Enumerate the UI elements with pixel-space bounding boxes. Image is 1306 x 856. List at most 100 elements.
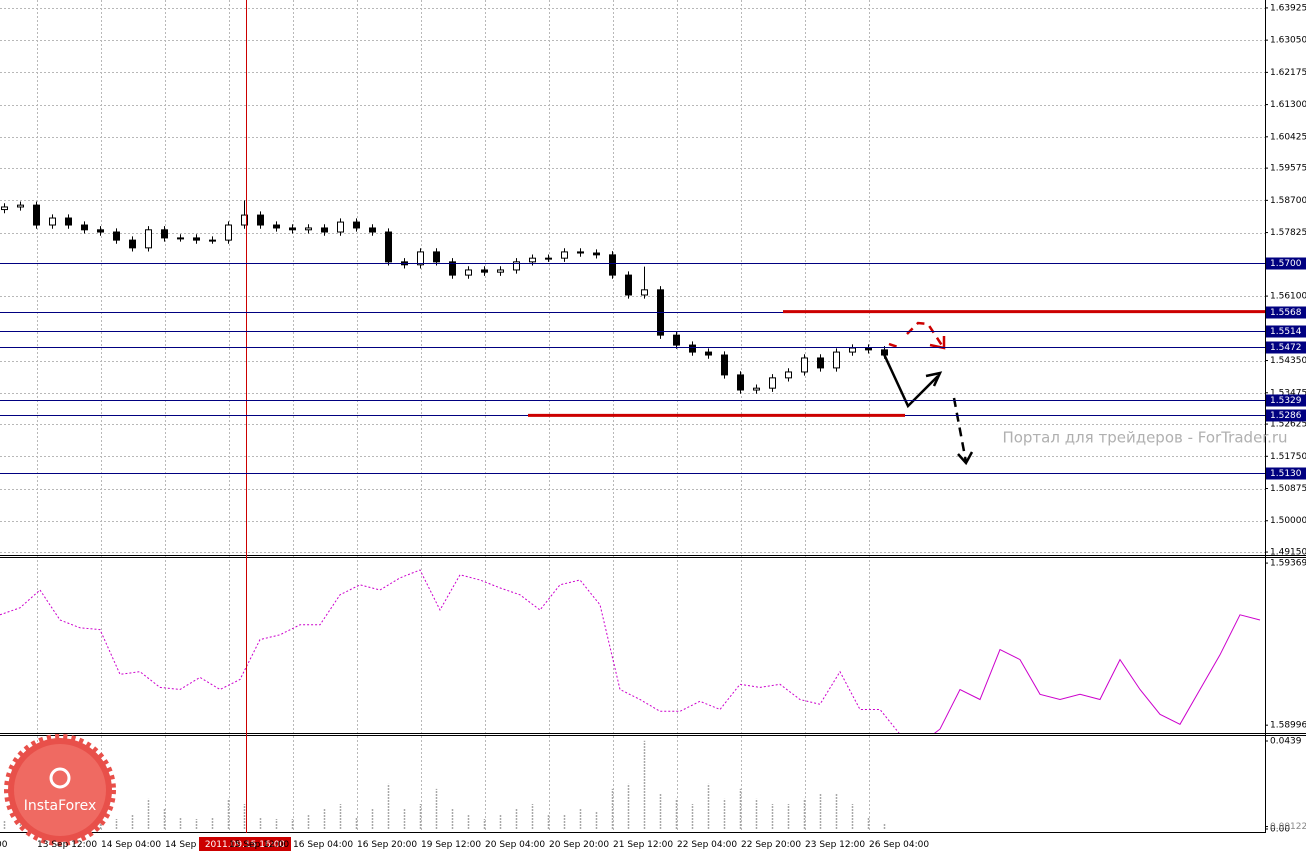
candle-body — [449, 261, 456, 276]
crosshair-label-box — [199, 837, 291, 851]
candle-body — [817, 357, 824, 369]
y-tick-label: 1.49150 — [1270, 548, 1306, 558]
candle-body — [673, 334, 680, 346]
y-tick-label: 1.63925 — [1270, 3, 1306, 13]
x-tick-label: 13 Sep 12:00 — [37, 840, 97, 850]
x-tick-label: 22 Sep 20:00 — [741, 840, 801, 850]
candle-body — [625, 274, 632, 296]
logo-badge — [14, 744, 106, 836]
price-panel — [0, 8, 1265, 553]
candle-body — [689, 344, 696, 353]
candle-body — [17, 204, 24, 208]
x-tick-label: 19 Sep 12:00 — [421, 840, 481, 850]
y-tick-label: 1.60425 — [1270, 132, 1306, 142]
candle-body — [1, 206, 8, 211]
watermark: Портал для трейдеров - ForTrader.ru — [1002, 429, 1287, 447]
candle-body — [145, 229, 152, 249]
candle-body — [785, 371, 792, 379]
x-tick-label: 15 Sep 12:00 — [229, 840, 289, 850]
x-tick-label: 23 Sep 12:00 — [805, 840, 865, 850]
candle-body — [161, 229, 168, 239]
candle-body — [721, 354, 728, 376]
x-tick-label: 21 Sep 12:00 — [613, 840, 673, 850]
x-tick-label: 20 Sep 20:00 — [549, 840, 609, 850]
level-label: 1.5568 — [1270, 308, 1302, 318]
x-tick-label: 26 Sep 04:00 — [869, 840, 929, 850]
candle-body — [225, 224, 232, 241]
candle-body — [561, 251, 568, 259]
indicator-panel — [0, 569, 1261, 733]
arrow — [881, 351, 939, 409]
candle-body — [865, 347, 872, 351]
candle-body — [289, 227, 296, 231]
forecast-arrows — [881, 321, 974, 466]
candle-body — [33, 204, 40, 226]
candle-body — [609, 254, 616, 276]
candle-body — [257, 214, 264, 226]
x-tick-label: 14 Sep — [165, 840, 197, 850]
candle-body — [49, 217, 56, 226]
indicator-line — [0, 569, 900, 733]
level-label: 1.5329 — [1270, 396, 1302, 406]
candle-body — [641, 289, 648, 296]
candle-body — [833, 351, 840, 369]
y-tick-label: 1.51750 — [1270, 452, 1306, 462]
candle-body — [577, 251, 584, 254]
y-tick-label: 1.59369 — [1270, 559, 1306, 569]
level-label: 1.5700 — [1270, 259, 1302, 269]
candle-body — [481, 269, 488, 273]
candle-body — [417, 251, 424, 266]
candle-body — [801, 357, 808, 373]
arrow-head — [957, 451, 974, 466]
y-tick-label: 1.54350 — [1270, 356, 1306, 366]
y-tick-label: 1.59575 — [1270, 164, 1306, 174]
candle-body — [129, 239, 136, 249]
candle-body — [65, 217, 72, 226]
arrow — [952, 397, 968, 463]
arrow — [888, 321, 945, 349]
crosshair-label: 2011.09.15 16:00 — [205, 840, 286, 850]
level-label: 1.5472 — [1270, 343, 1302, 353]
candle-body — [305, 227, 312, 231]
y-tick-label: 1.52625 — [1270, 420, 1306, 430]
volume-panel — [3, 740, 886, 829]
candle-body — [385, 231, 392, 263]
level-label-box — [1266, 341, 1306, 354]
level-label-box — [1266, 394, 1306, 407]
candle-body — [353, 221, 360, 229]
level-label-box — [1266, 325, 1306, 338]
candle-body — [705, 351, 712, 356]
x-tick-label: 14 Sep 04:00 — [101, 840, 161, 850]
logo-icon — [49, 767, 71, 789]
candle-body — [369, 227, 376, 233]
arrow-head — [925, 371, 943, 387]
y-tick-label: 1.53475 — [1270, 388, 1306, 398]
x-tick-label: 16 Sep 20:00 — [357, 840, 417, 850]
candle-body — [241, 214, 248, 226]
candle-body — [465, 269, 472, 276]
candle-body — [849, 347, 856, 353]
y-tick-label: 1.62175 — [1270, 68, 1306, 78]
level-label-box — [1266, 467, 1306, 480]
candle-body — [497, 269, 504, 273]
candle-body — [209, 239, 216, 242]
x-tick-label: 22 Sep 04:00 — [677, 840, 737, 850]
y-tick-label: 1.58996 — [1270, 721, 1306, 731]
y-tick-label: 1.58700 — [1270, 196, 1306, 206]
level-label-box — [1266, 306, 1306, 319]
x-tick-label: 20 Sep 04:00 — [485, 840, 545, 850]
y-tick-label: 1.61300 — [1270, 100, 1306, 110]
x-tick-label: p 20:00 — [0, 840, 8, 850]
level-label: 1.5514 — [1270, 327, 1302, 337]
candle-body — [97, 229, 104, 233]
candle-body — [81, 224, 88, 231]
candle-body — [529, 257, 536, 263]
y-tick-label: 1.56100 — [1270, 292, 1306, 302]
candle-body — [321, 227, 328, 233]
y-tick-label: 1.63050 — [1270, 36, 1306, 46]
candle-body — [593, 252, 600, 256]
candle-body — [193, 237, 200, 241]
y-tick-label: 0.00 — [1270, 824, 1290, 834]
